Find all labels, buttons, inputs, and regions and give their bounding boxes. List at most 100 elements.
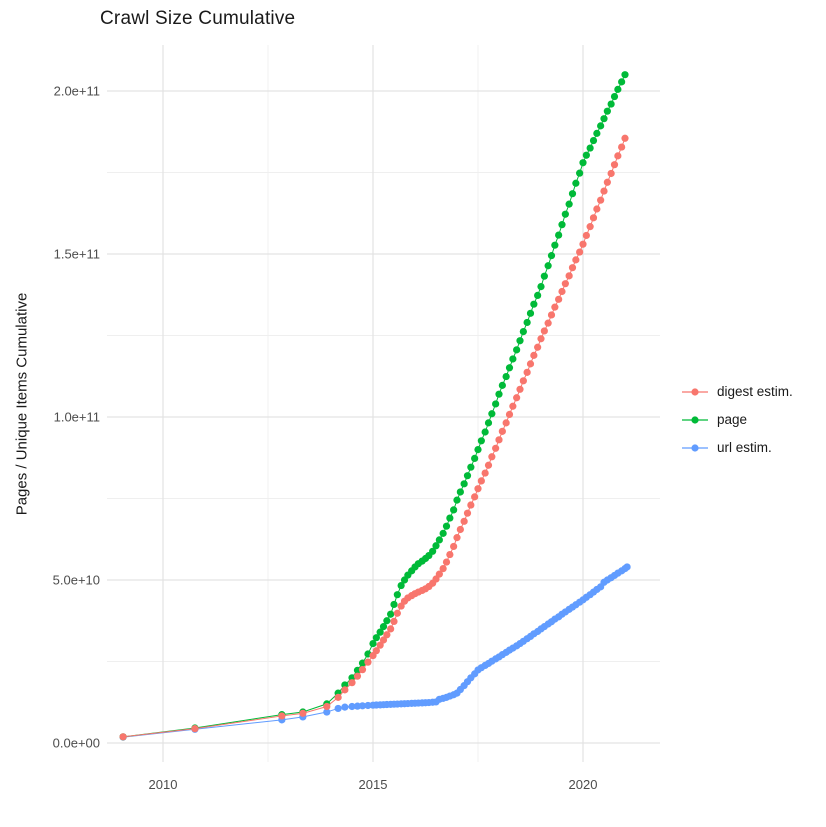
data-point-digest-estim [383, 631, 391, 639]
data-point-digest-estim [453, 534, 461, 542]
data-point-page [393, 591, 401, 599]
series-line-digest-estim [123, 138, 626, 738]
x-tick-label: 2010 [149, 777, 178, 792]
data-point-digest-estim [582, 231, 590, 240]
data-point-page [589, 136, 598, 145]
legend-label: page [717, 412, 748, 427]
data-point-digest-estim [621, 134, 629, 142]
data-point-digest-estim [544, 319, 552, 327]
data-point-page [474, 446, 482, 454]
data-point-url-estim [323, 708, 331, 716]
series-url-estim [119, 563, 631, 741]
legend-label: digest estim. [717, 384, 793, 399]
data-point-page [439, 529, 447, 537]
data-point-page [488, 410, 496, 418]
data-point-digest-estim [334, 693, 342, 701]
data-point-digest-estim [547, 311, 556, 319]
data-point-page [576, 169, 584, 177]
data-point-digest-estim [534, 343, 542, 351]
legend-item-page: page [682, 412, 793, 427]
data-point-digest-estim [341, 686, 349, 694]
data-point-digest-estim [439, 564, 447, 573]
data-point-page [534, 291, 542, 300]
data-point-page [568, 190, 577, 198]
data-point-page [607, 100, 615, 108]
chart-title: Crawl Size Cumulative [100, 8, 296, 29]
data-point-digest-estim [561, 280, 569, 288]
legend-key-icon [682, 443, 708, 452]
data-point-page [495, 390, 503, 398]
data-point-page [453, 496, 461, 504]
data-point-digest-estim [393, 609, 401, 617]
data-point-digest-estim [463, 509, 472, 517]
legend: digest estim. page url estim. [682, 384, 793, 455]
data-point-digest-estim [537, 335, 545, 343]
data-point-digest-estim [565, 272, 573, 280]
data-point-page [358, 659, 367, 667]
data-point-page [463, 472, 472, 480]
data-point-digest-estim [376, 641, 384, 649]
data-point-url-estim [348, 702, 356, 711]
y-tick-label: 5.0e+10 [53, 573, 100, 588]
data-point-digest-estim [191, 725, 199, 733]
data-point-page [446, 514, 454, 522]
data-point-digest-estim [593, 205, 601, 213]
series-digest-estim [119, 134, 629, 741]
data-point-digest-estim [450, 542, 458, 551]
x-tick-label: 2020 [569, 777, 598, 792]
data-point-digest-estim [435, 570, 443, 578]
data-point-digest-estim [519, 377, 527, 385]
data-point-page [600, 115, 608, 123]
data-point-page [498, 381, 506, 389]
data-point-page [621, 71, 629, 79]
data-point-digest-estim [492, 444, 500, 452]
data-point-page [481, 428, 489, 436]
data-point-digest-estim [323, 702, 331, 711]
data-point-page [383, 617, 391, 625]
data-point-page [519, 327, 527, 336]
data-point-page [572, 179, 580, 187]
data-point-digest-estim [442, 558, 451, 566]
data-point-page [477, 437, 485, 445]
data-point-page [432, 542, 440, 550]
series-page [119, 71, 629, 741]
data-point-page [610, 92, 619, 101]
data-point-digest-estim [614, 152, 622, 160]
data-point-page [429, 547, 437, 555]
data-point-digest-estim [379, 636, 388, 644]
data-point-digest-estim [572, 256, 580, 264]
data-point-digest-estim [513, 394, 521, 402]
data-point-digest-estim [505, 410, 514, 418]
data-point-page [586, 144, 594, 152]
data-point-page [450, 506, 458, 514]
data-point-digest-estim [540, 327, 548, 335]
data-point-digest-estim [456, 525, 464, 534]
data-point-digest-estim [509, 402, 517, 410]
data-point-digest-estim [460, 517, 468, 525]
data-point-page [456, 488, 464, 496]
data-point-page [502, 372, 510, 381]
x-tick-label: 2015 [359, 777, 388, 792]
data-point-digest-estim [390, 617, 398, 626]
data-point-page [435, 536, 443, 544]
data-point-digest-estim [348, 679, 356, 687]
data-point-digest-estim [607, 169, 615, 178]
data-point-digest-estim [278, 712, 286, 720]
data-point-page [614, 85, 622, 93]
data-point-digest-estim [555, 295, 563, 303]
data-point-page [558, 221, 566, 229]
legend-key-icon [682, 415, 708, 424]
data-point-url-estim [341, 703, 349, 711]
y-tick-label: 1.5e+11 [54, 247, 100, 262]
data-point-digest-estim [467, 501, 475, 509]
data-point-page [516, 337, 524, 345]
data-point-page [505, 364, 514, 372]
data-point-page [582, 151, 590, 159]
data-point-page [372, 634, 380, 642]
data-point-digest-estim [481, 469, 489, 477]
data-point-page [540, 272, 548, 280]
data-point-digest-estim [610, 161, 619, 169]
data-point-page [460, 480, 468, 488]
